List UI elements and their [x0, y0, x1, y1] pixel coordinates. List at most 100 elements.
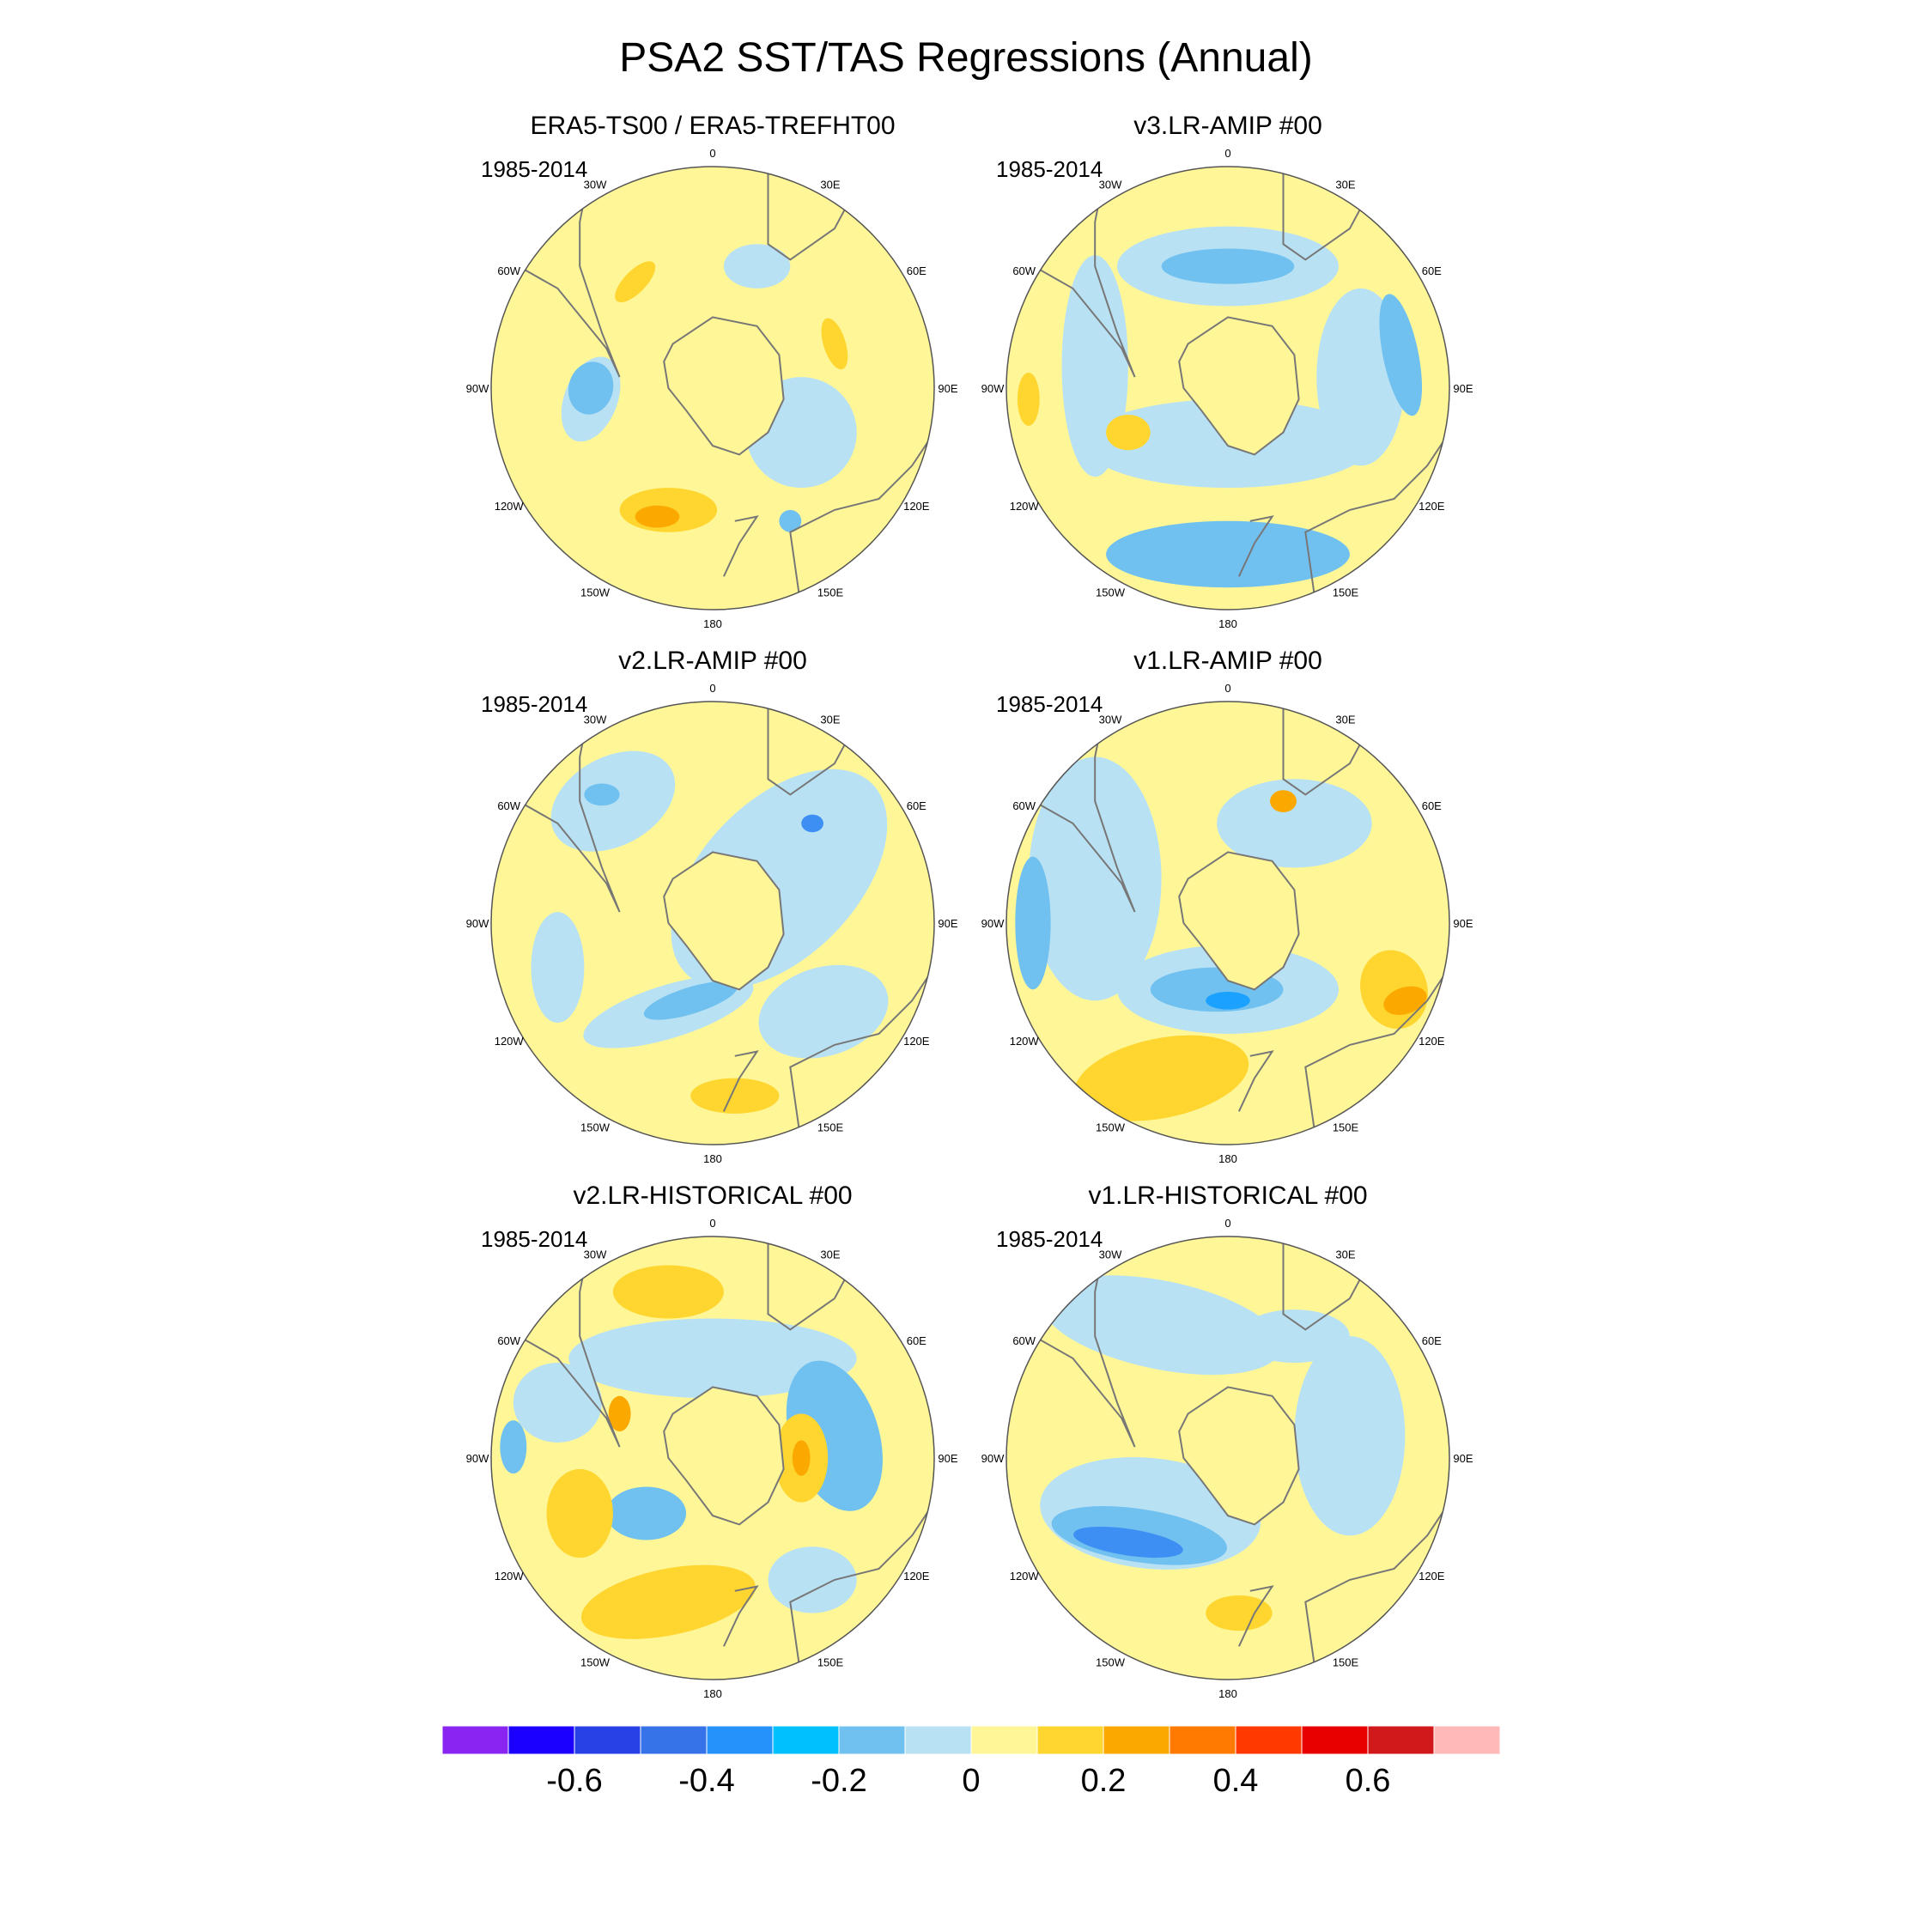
- antarctica-coastline: [1178, 1386, 1300, 1526]
- anomaly-region: [643, 981, 738, 1020]
- colorbar-swatch: [1036, 1726, 1104, 1755]
- longitude-label: 150W: [580, 1656, 611, 1668]
- longitude-label: 90W: [981, 1452, 1005, 1465]
- longitude-label: 30E: [1335, 179, 1355, 191]
- longitude-label: 180: [1218, 1687, 1237, 1700]
- map-outline: [490, 701, 935, 1145]
- panel-v2-lr-amip: v2.LR-AMIP #00 1985-2014 0 30E 60E 90E 120E 1…: [447, 647, 979, 1179]
- panel-v2-lr-historical: v2.LR-HISTORICAL #00 1985-2014 0 30E 60E 90…: [447, 1182, 979, 1714]
- anomaly-region: [1383, 986, 1427, 1015]
- longitude-label: 30W: [584, 179, 607, 191]
- anomaly-region: [531, 912, 585, 1024]
- anomaly-region: [568, 1318, 857, 1399]
- anomaly-region: [1161, 248, 1295, 284]
- longitude-label: 30W: [1099, 714, 1122, 726]
- antarctica-coastline: [663, 1386, 785, 1526]
- coastline: [789, 967, 934, 1145]
- longitude-label: 60W: [497, 264, 520, 277]
- longitude-label: 120W: [495, 1570, 525, 1583]
- longitude-label: 0: [709, 1217, 715, 1230]
- anomaly-region: [513, 1363, 602, 1443]
- anomaly-region: [1073, 1526, 1183, 1558]
- colorbar-swatch: [904, 1726, 972, 1755]
- anomaly-region: [606, 178, 775, 332]
- polar-map: 0 30E 60E 90E 120E 150E 180 150W 120W 90W 60W 30W: [466, 1217, 958, 1700]
- anomaly-region: [1294, 1336, 1406, 1536]
- anomaly-region: [1270, 790, 1297, 812]
- longitude-label: 180: [1218, 1152, 1237, 1165]
- panel-title: v3.LR-AMIP #00: [1133, 112, 1322, 140]
- panel-v3-lr-amip: v3.LR-AMIP #00 1985-2014 0 30E 60E 90E 120E 1…: [962, 112, 1494, 644]
- longitude-label: 180: [703, 617, 722, 630]
- anomaly-region: [723, 244, 791, 289]
- panel-period: 1985-2014: [996, 156, 1103, 182]
- anomaly-region: [584, 783, 620, 806]
- longitude-label: 120W: [495, 500, 525, 513]
- longitude-label: 90E: [1453, 1452, 1473, 1465]
- longitude-label: 150E: [1333, 586, 1359, 598]
- longitude-label: 60E: [1422, 1334, 1442, 1347]
- longitude-label: 60W: [1012, 1334, 1036, 1347]
- longitude-label: 30W: [1099, 179, 1122, 191]
- anomaly-region: [608, 1395, 631, 1432]
- longitude-label: 90E: [938, 1452, 957, 1465]
- panel-v1-lr-amip: v1.LR-AMIP #00 1985-2014 0 30E 60E 90E 120E 1…: [962, 647, 1494, 1179]
- panel-v1-lr-historical: v1.LR-HISTORICAL #00 1985-2014 0 30E 60E 90…: [962, 1182, 1494, 1714]
- longitude-label: 120W: [495, 1035, 525, 1048]
- coastline: [1237, 515, 1274, 577]
- longitude-label: 60E: [1422, 264, 1442, 277]
- longitude-label: 120E: [1419, 1035, 1445, 1048]
- colorbar-swatch: [640, 1726, 708, 1755]
- colorbar-swatch: [1367, 1726, 1435, 1755]
- anomaly-region: [1106, 520, 1350, 588]
- panel-period: 1985-2014: [481, 156, 588, 182]
- longitude-label: 120E: [903, 500, 930, 513]
- anomaly-region: [606, 1486, 687, 1540]
- longitude-label: 90W: [466, 382, 489, 395]
- colorbar-swatch: [772, 1726, 840, 1755]
- coastline: [789, 1502, 934, 1680]
- coastline: [789, 432, 934, 610]
- longitude-label: 90W: [466, 917, 489, 930]
- anomaly-region: [792, 1440, 811, 1476]
- longitude-label: 30E: [820, 179, 840, 191]
- longitude-label: 120E: [903, 1035, 930, 1048]
- longitude-label: 0: [1224, 682, 1230, 695]
- longitude-label: 180: [703, 1687, 722, 1700]
- map-outline: [1005, 166, 1450, 611]
- anomaly-region: [1017, 372, 1040, 426]
- anomaly-region: [690, 1078, 780, 1114]
- antarctica-coastline: [663, 851, 785, 991]
- polar-map: 0 30E 60E 90E 120E 150E 180 150W 120W 90W 60W 30W: [466, 682, 958, 1165]
- coastline: [1304, 1502, 1449, 1680]
- longitude-label: 30E: [1335, 714, 1355, 726]
- colorbar-swatch: [1169, 1726, 1236, 1755]
- longitude-label: 90E: [1453, 917, 1473, 930]
- map-outline: [1005, 701, 1450, 1145]
- anomaly-region: [615, 261, 656, 303]
- map-outline: [490, 1236, 935, 1680]
- colorbar: -0.6 -0.4 -0.2 0 0.2 0.4 0.6: [441, 1726, 1501, 1799]
- coastline: [1304, 432, 1449, 610]
- polar-map: 0 30E 60E 90E 120E 150E 180 150W 120W 90W 60W 30W: [981, 147, 1473, 630]
- longitude-label: 0: [709, 682, 715, 695]
- longitude-label: 30W: [584, 1249, 607, 1261]
- anomaly-region: [580, 1564, 756, 1639]
- coastline: [491, 167, 621, 378]
- figure-title: PSA2 SST/TAS Regressions (Annual): [619, 35, 1313, 81]
- polar-map: 0 30E 60E 90E 120E 150E 180 150W 120W 90W 60W 30W: [981, 682, 1473, 1165]
- longitude-label: 150E: [1333, 1656, 1359, 1668]
- anomaly-region: [768, 1546, 857, 1613]
- panel-title: v1.LR-AMIP #00: [1133, 647, 1322, 675]
- anomaly-region: [1015, 856, 1051, 990]
- coastline: [722, 515, 759, 577]
- colorbar-swatch: [1433, 1726, 1501, 1755]
- coastline: [722, 1585, 759, 1647]
- anomaly-region: [779, 509, 802, 532]
- longitude-label: 30W: [1099, 1249, 1122, 1261]
- longitude-label: 60W: [497, 799, 520, 812]
- longitude-label: 120E: [1419, 500, 1445, 513]
- longitude-label: 30E: [820, 714, 840, 726]
- coastline: [1237, 1050, 1274, 1112]
- colorbar-tick-label: -0.6: [546, 1763, 602, 1799]
